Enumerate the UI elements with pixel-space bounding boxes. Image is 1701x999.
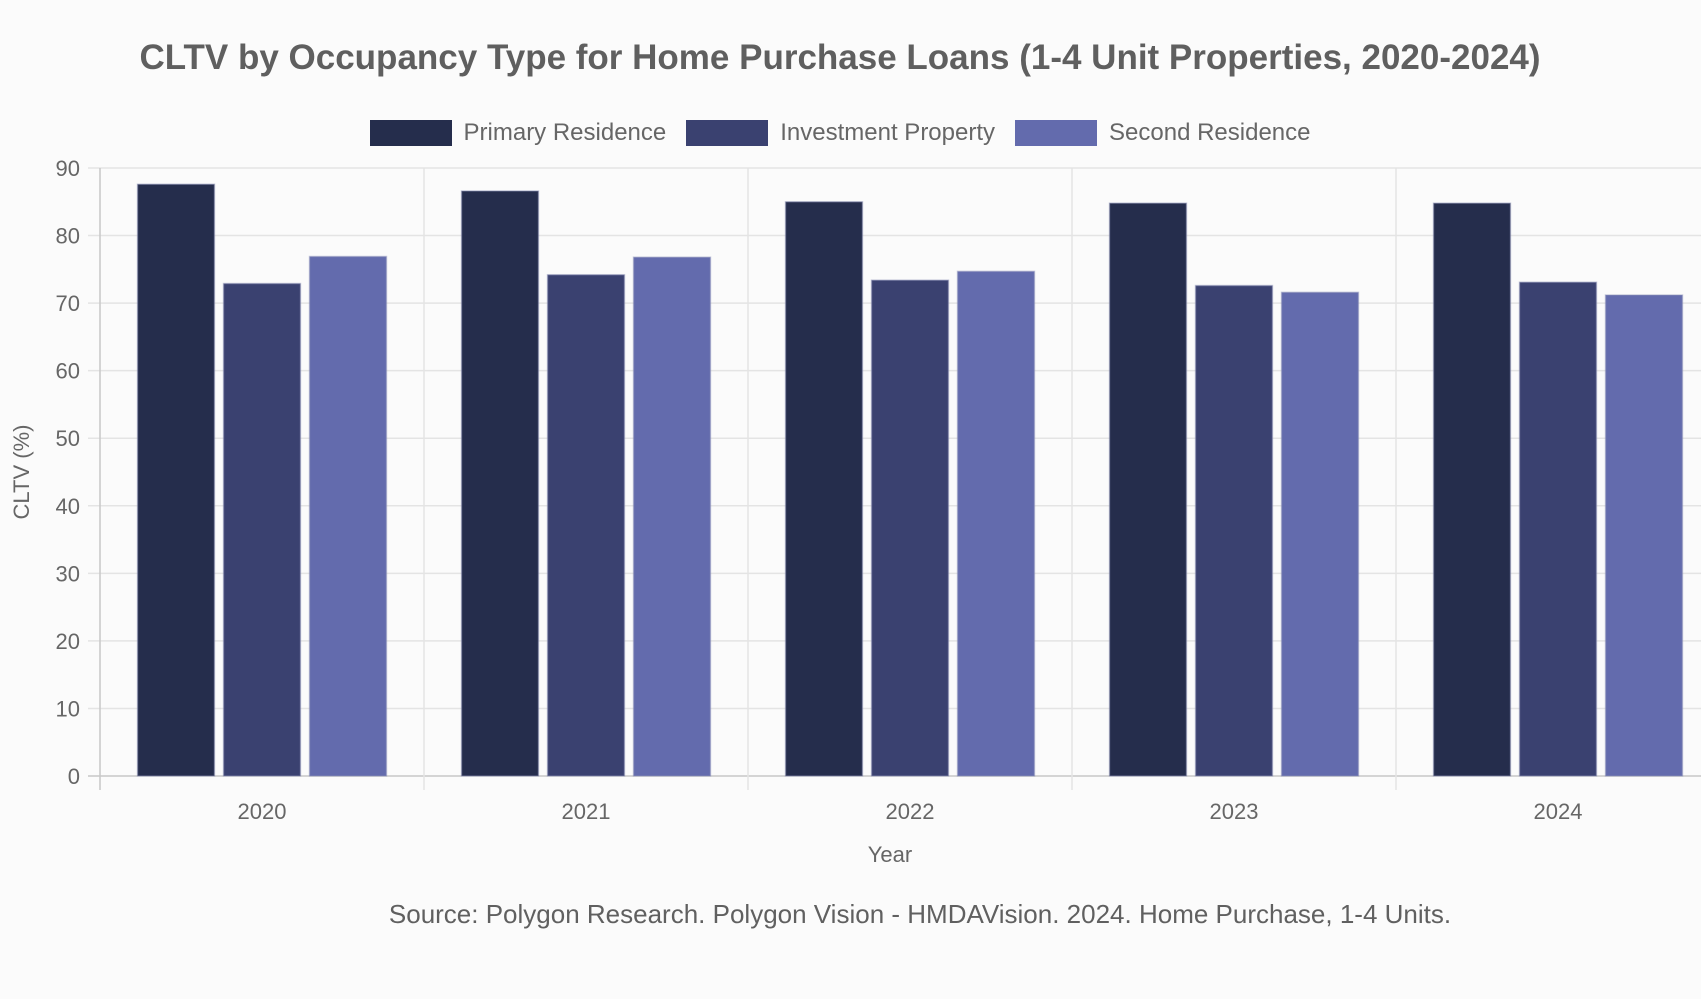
x-tick-label-2024: 2024	[1534, 799, 1583, 824]
bar-second-residence-2023	[1280, 291, 1360, 777]
y-tick-label-50: 50	[56, 426, 80, 451]
bar-primary-residence-2020	[136, 183, 216, 777]
x-axis-title: Year	[868, 842, 912, 867]
bars	[136, 183, 1684, 777]
legend-label-investment-property: Investment Property	[780, 119, 996, 146]
y-tick-label-80: 80	[56, 224, 80, 249]
bar-primary-residence-2021	[460, 190, 540, 777]
y-tick-label-30: 30	[56, 561, 80, 586]
bar-second-residence-2024	[1604, 294, 1684, 777]
bar-second-residence-2021	[632, 256, 712, 777]
legend-swatch-second-residence	[1015, 120, 1098, 146]
y-tick-label-90: 90	[56, 156, 80, 181]
y-tick-label-60: 60	[56, 359, 80, 384]
legend-swatch-primary-residence	[369, 120, 452, 146]
axes: 0 10 20 30 40 50 60 70 80 90 2020 2021 2022 2023 2024	[56, 156, 1583, 824]
legend-item-primary-residence[interactable]: Primary Residence	[369, 119, 667, 147]
x-tick-label-2021: 2021	[562, 799, 611, 824]
legend-item-second-residence[interactable]: Second Residence	[1015, 119, 1310, 147]
bar-second-residence-2020	[308, 255, 388, 777]
bar-investment-property-2020	[222, 282, 302, 777]
legend-label-second-residence: Second Residence	[1109, 119, 1311, 146]
bar-primary-residence-2022	[784, 201, 864, 777]
y-tick-label-20: 20	[56, 629, 80, 654]
legend-label-primary-residence: Primary Residence	[463, 119, 667, 146]
chart-legend: Primary Residence Investment Property Se…	[0, 119, 1680, 147]
y-tick-label-10: 10	[56, 696, 80, 721]
bar-second-residence-2022	[956, 270, 1036, 777]
x-tick-label-2022: 2022	[886, 799, 935, 824]
y-tick-label-70: 70	[56, 291, 80, 316]
source-note: Source: Polygon Research. Polygon Vision…	[388, 899, 1452, 929]
legend-item-investment-property[interactable]: Investment Property	[686, 119, 995, 147]
x-tick-label-2020: 2020	[238, 799, 287, 824]
bar-investment-property-2021	[546, 273, 626, 777]
y-tick-label-40: 40	[56, 494, 80, 519]
bar-primary-residence-2023	[1108, 202, 1188, 777]
bar-investment-property-2024	[1518, 281, 1598, 777]
legend-swatch-investment-property	[686, 120, 769, 146]
bar-primary-residence-2024	[1432, 202, 1512, 777]
bar-investment-property-2023	[1194, 284, 1274, 777]
y-axis-title: CLTV (%)	[9, 425, 34, 520]
y-tick-label-0: 0	[68, 764, 80, 789]
bar-investment-property-2022	[870, 279, 950, 777]
chart-title: CLTV by Occupancy Type for Home Purchase…	[139, 38, 1541, 77]
x-tick-label-2023: 2023	[1210, 799, 1259, 824]
